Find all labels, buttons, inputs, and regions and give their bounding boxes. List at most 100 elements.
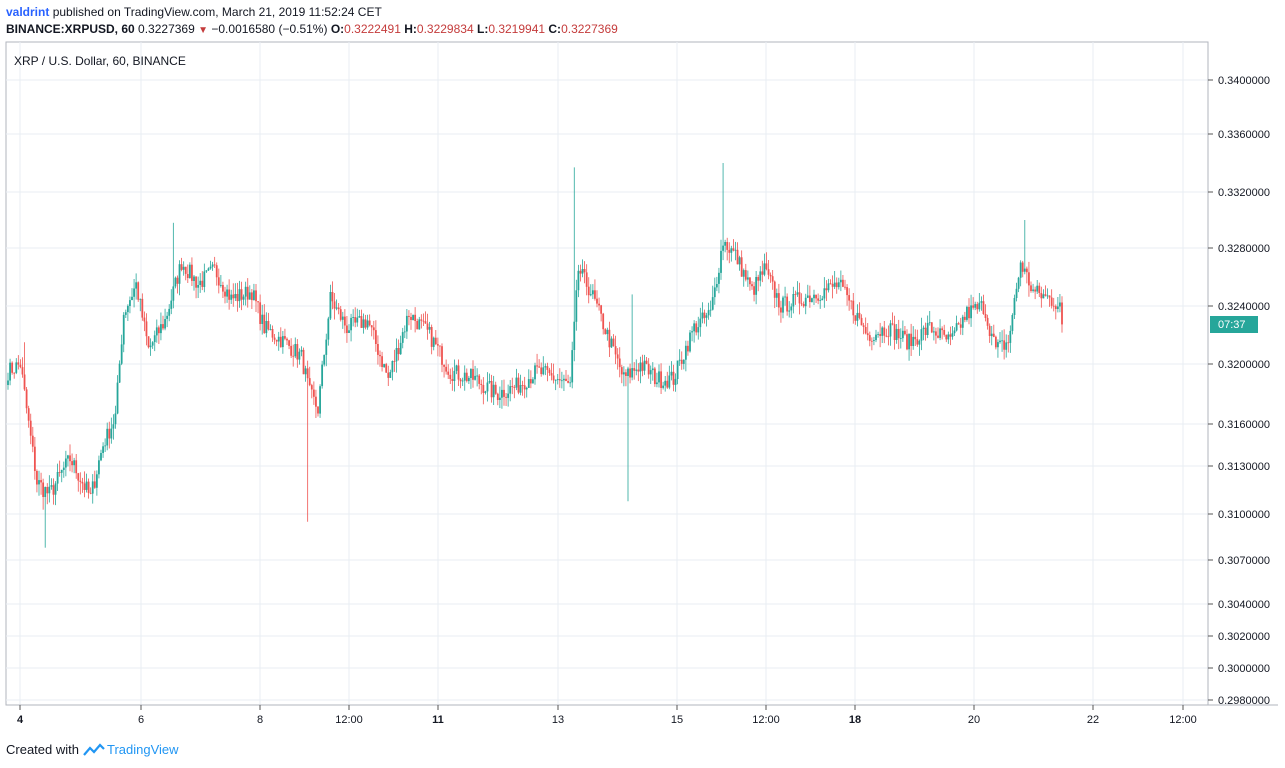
candle[interactable] [984, 304, 987, 322]
candle[interactable] [658, 364, 660, 388]
candle[interactable] [614, 335, 617, 365]
candle[interactable] [643, 354, 646, 375]
candle[interactable] [637, 363, 640, 382]
candle[interactable] [1003, 329, 1006, 360]
candle[interactable] [418, 316, 421, 330]
candle[interactable] [209, 260, 212, 270]
candle[interactable] [79, 472, 82, 495]
candle[interactable] [999, 332, 1001, 344]
candle[interactable] [703, 309, 706, 324]
candle[interactable] [1038, 282, 1041, 297]
candle[interactable] [290, 338, 293, 358]
candle[interactable] [385, 362, 388, 373]
candle[interactable] [288, 339, 290, 350]
candle[interactable] [1059, 294, 1061, 313]
candle[interactable] [817, 293, 820, 305]
candle[interactable] [521, 380, 524, 396]
candle[interactable] [682, 359, 685, 370]
candle[interactable] [670, 361, 673, 381]
candle[interactable] [71, 453, 73, 473]
candle[interactable] [980, 296, 983, 311]
candle[interactable] [164, 308, 166, 331]
candle[interactable] [918, 339, 921, 356]
candle[interactable] [271, 325, 274, 342]
candle[interactable] [941, 326, 944, 340]
candle[interactable] [135, 273, 138, 300]
candle[interactable] [312, 381, 315, 405]
candle[interactable] [939, 319, 941, 341]
candle[interactable] [118, 360, 121, 383]
candle[interactable] [1017, 276, 1020, 293]
candle[interactable] [953, 327, 956, 336]
candle[interactable] [211, 261, 214, 271]
candle[interactable] [157, 325, 160, 345]
tradingview-brand[interactable]: TradingView [106, 742, 179, 757]
candle[interactable] [83, 471, 86, 498]
candle[interactable] [831, 275, 834, 299]
candle[interactable] [875, 329, 877, 343]
candle[interactable] [581, 259, 584, 278]
candle[interactable] [54, 481, 57, 506]
candle[interactable] [162, 315, 164, 331]
candle[interactable] [352, 309, 355, 327]
candle[interactable] [684, 340, 687, 372]
candle[interactable] [835, 277, 838, 294]
candle[interactable] [335, 299, 338, 311]
candle[interactable] [374, 320, 377, 352]
candle[interactable] [612, 334, 615, 347]
candle[interactable] [571, 341, 574, 389]
candle[interactable] [422, 313, 425, 327]
candle[interactable] [591, 284, 594, 299]
candle[interactable] [782, 295, 784, 319]
candle[interactable] [263, 304, 266, 334]
candle[interactable] [829, 279, 832, 285]
candle[interactable] [350, 313, 352, 342]
candle[interactable] [986, 314, 989, 330]
candle[interactable] [104, 438, 107, 452]
candle[interactable] [494, 381, 497, 395]
candle[interactable] [924, 322, 927, 341]
candle[interactable] [842, 275, 844, 288]
candle[interactable] [982, 294, 985, 315]
candle[interactable] [110, 417, 113, 444]
candle[interactable] [990, 326, 993, 346]
candle[interactable] [554, 379, 557, 391]
candle[interactable] [930, 322, 933, 334]
candle[interactable] [635, 359, 638, 376]
candle[interactable] [141, 293, 144, 321]
candle[interactable] [771, 270, 774, 290]
candle[interactable] [23, 342, 26, 391]
candle[interactable] [348, 324, 350, 333]
candle[interactable] [598, 297, 600, 311]
candle[interactable] [166, 311, 169, 328]
candle[interactable] [89, 487, 92, 495]
candle[interactable] [188, 262, 191, 279]
candle[interactable] [813, 289, 815, 305]
candle[interactable] [186, 264, 189, 284]
candle[interactable] [879, 322, 882, 348]
candle[interactable] [932, 326, 935, 341]
candle[interactable] [467, 375, 470, 384]
candle[interactable] [560, 371, 563, 389]
candle[interactable] [906, 329, 908, 351]
candle[interactable] [286, 337, 288, 345]
candle[interactable] [219, 275, 222, 288]
candle[interactable] [379, 350, 381, 367]
candle[interactable] [323, 354, 326, 367]
candle[interactable] [821, 295, 824, 301]
candle[interactable] [959, 317, 962, 335]
candle[interactable] [734, 241, 737, 261]
candle[interactable] [827, 278, 830, 293]
candle[interactable] [358, 309, 361, 318]
candle[interactable] [436, 337, 439, 357]
candle[interactable] [333, 293, 336, 320]
candle[interactable] [106, 422, 109, 451]
candle[interactable] [356, 308, 359, 327]
candle[interactable] [501, 380, 503, 409]
candle[interactable] [217, 268, 220, 294]
candle[interactable] [426, 313, 429, 340]
candle[interactable] [910, 323, 913, 356]
candle[interactable] [525, 386, 528, 398]
candle[interactable] [248, 285, 251, 300]
